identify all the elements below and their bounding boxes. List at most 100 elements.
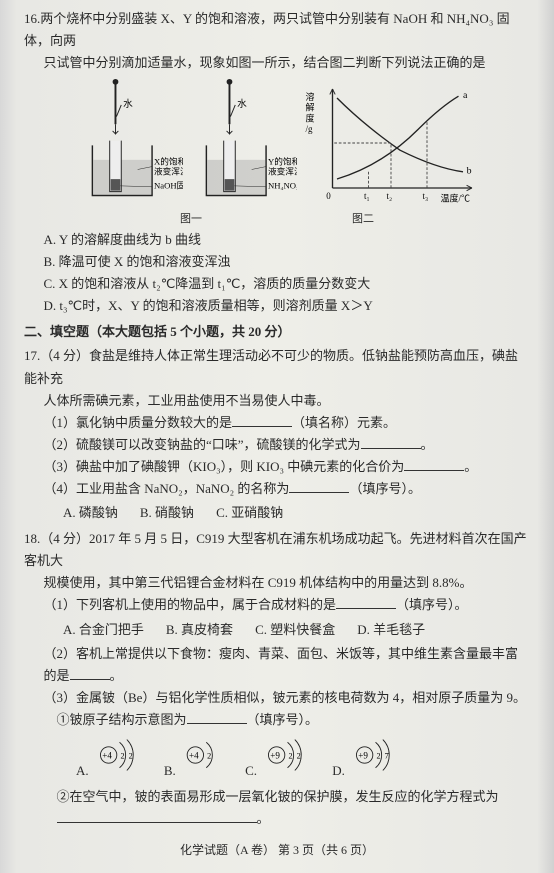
q18-p3b: ①铍原子结构示意图为: [57, 712, 187, 727]
q18-atomC: C.: [245, 763, 257, 778]
question-17: 17.（4 分）食盐是维持人体正常生理活动必不可少的物质。低钠盐能预防高血压，碘…: [24, 345, 530, 524]
figure-row: 水 X的饱和溶 液变浑浊 NaOH固体 水: [24, 78, 530, 208]
q17-optA: A. 磷酸钠: [63, 502, 118, 524]
page-footer: 化学试题（A 卷） 第 3 页（共 6 页）: [24, 840, 530, 860]
fig1-label: 图一: [180, 210, 202, 229]
q17-p2: （2）硫酸镁可以改变钠盐的“口味”，硫酸镁的化学式为: [44, 437, 361, 452]
y-label1: Y的饱和溶: [268, 156, 297, 167]
blank: [57, 810, 257, 823]
atom-d: D. +9 2 7: [332, 735, 394, 782]
atom-a: A. +4 2 2: [76, 735, 138, 782]
svg-text:+9: +9: [358, 751, 368, 761]
q18-optA: A. 合金门把手: [63, 619, 144, 641]
q18-atomB: B.: [164, 763, 176, 778]
q16-stem1: 两个烧杯中分别盛装 X、Y 的饱和溶液，两只试管中分别装有 NaOH 和 NH₄…: [24, 11, 510, 48]
q17-stem2: 人体所需碘元素，工业用盐使用不当易使人中毒。: [24, 390, 530, 412]
q18-options: A. 合金门把手 B. 真皮椅套 C. 塑料快餐盒 D. 羊毛毯子: [24, 619, 530, 641]
q18-number: 18.（4 分）: [24, 531, 89, 546]
section-2-header: 二、填空题（本大题包括 5 个小题，共 20 分）: [24, 321, 530, 343]
svg-text:7: 7: [385, 752, 389, 761]
chart-ylabel1: 溶: [306, 91, 315, 102]
q17-optB: B. 硝酸钠: [140, 502, 194, 524]
chart-origin: 0: [326, 191, 331, 201]
atom-d-svg: +9 2 7: [348, 735, 394, 775]
exam-page: 16.两个烧杯中分别盛装 X、Y 的饱和溶液，两只试管中分别装有 NaOH 和 …: [0, 0, 554, 873]
svg-text:2: 2: [289, 752, 293, 761]
atom-options: A. +4 2 2 B. +4 2: [24, 735, 530, 782]
beaker-x-diagram: 水 X的饱和溶 液变浑浊 NaOH固体: [73, 78, 183, 208]
q17-options: A. 磷酸钠 B. 硝酸钠 C. 亚硝酸钠: [24, 502, 530, 524]
q17-optC: C. 亚硝酸钠: [216, 502, 283, 524]
blank: [232, 414, 292, 427]
curve-b-label: b: [467, 166, 472, 177]
blank: [70, 667, 110, 680]
chart-t3: t₃: [423, 191, 429, 201]
q18-p3c: ②在空气中，铍的表面易形成一层氧化铍的保护膜，发生反应的化学方程式为: [57, 789, 499, 804]
atom-b-svg: +4 2: [179, 735, 219, 775]
naoh-label: NaOH固体: [154, 180, 183, 191]
q16-optB: B. 降温可使 X 的饱和溶液变浑浊: [24, 251, 530, 273]
blank: [187, 711, 247, 724]
atom-c: C. +9 2 2: [245, 735, 306, 782]
q18-stem2: 规模使用，其中第三代铝锂合金材料在 C919 机体结构中的用量达到 8.8%。: [24, 572, 530, 594]
atom-a-svg: +4 2 2: [92, 735, 138, 775]
svg-text:2: 2: [377, 752, 381, 761]
blank: [289, 480, 349, 493]
nh4no3-label: NH₄NO₃固体: [268, 180, 297, 191]
q18-stem1: 2017 年 5 月 5 日，C919 大型客机在浦东机场成功起飞。先进材料首次…: [24, 531, 527, 568]
curve-b: [337, 98, 463, 172]
q16-optA: A. Y 的溶解度曲线为 b 曲线: [24, 229, 530, 251]
question-16: 16.两个烧杯中分别盛装 X、Y 的饱和溶液，两只试管中分别装有 NaOH 和 …: [24, 8, 530, 317]
svg-text:2: 2: [129, 752, 133, 761]
atom-b: B. +4 2: [164, 735, 219, 782]
q16-optC: C. X 的饱和溶液从 t₂℃降温到 t₁℃，溶质的质量分数变大: [24, 273, 530, 295]
chart-t2: t₂: [387, 191, 393, 201]
x-label1: X的饱和溶: [154, 156, 183, 167]
q18-p2: （2）客机上常提供以下食物：瘦肉、青菜、面包、米饭等，其中维生素含量最丰富的是: [44, 646, 519, 683]
blank: [336, 596, 396, 609]
figure-labels: 图一 图二: [24, 210, 530, 229]
q17-p4-hint: （填序号）。: [349, 481, 421, 496]
q18-atomD: D.: [332, 763, 345, 778]
chart-ylabel2: 解: [306, 102, 315, 113]
svg-text:+4: +4: [189, 751, 199, 761]
q17-p1: （1）氯化钠中质量分数较大的是: [44, 415, 233, 430]
q18-atomA: A.: [76, 763, 89, 778]
water-label-right: 水: [237, 98, 247, 110]
q16-stem2: 只试管中分别滴加适量水，现象如图一所示，结合图二判断下列说法正确的是: [24, 52, 530, 74]
blank: [404, 458, 464, 471]
q18-p3b-hint: （填序号）。: [247, 712, 319, 727]
q18-optC: C. 塑料快餐盒: [255, 619, 335, 641]
solubility-chart: 溶 解 度 /g 温度/℃ 0 a b t₁ t₂ t₃: [301, 78, 481, 208]
fig2-label: 图二: [352, 210, 374, 229]
blank: [361, 436, 421, 449]
water-label-left: 水: [123, 98, 133, 110]
svg-text:2: 2: [207, 752, 211, 761]
atom-c-svg: +9 2 2: [260, 735, 306, 775]
q17-p3a: （3）碘盐中加了碘酸钾（KIO₃），则 KIO₃ 中碘元素的化合价为: [44, 459, 405, 474]
q18-p1-hint: （填序号）。: [396, 597, 468, 612]
q17-stem1: 食盐是维持人体正常生理活动必不可少的物质。低钠盐能预防高血压，碘盐能补充: [24, 348, 518, 385]
question-18: 18.（4 分）2017 年 5 月 5 日，C919 大型客机在浦东机场成功起…: [24, 528, 530, 830]
q18-optD: D. 羊毛毯子: [357, 619, 425, 641]
svg-text:+9: +9: [271, 751, 281, 761]
q16-optD: D. t₃℃时，X、Y 的饱和溶液质量相等，则溶剂质量 X＞Y: [24, 295, 530, 317]
q17-p4: （4）工业用盐含 NaNO₂，NaNO₂ 的名称为: [44, 481, 290, 496]
chart-ylabel4: /g: [306, 124, 314, 134]
chart-xlabel: 温度/℃: [441, 193, 471, 204]
svg-text:+4: +4: [102, 751, 112, 761]
svg-text:2: 2: [120, 752, 124, 761]
y-label2: 液变浑浊: [268, 166, 297, 177]
q17-number: 17.（4 分）: [24, 348, 89, 363]
q18-p1: （1）下列客机上使用的物品中，属于合成材料的是: [44, 597, 337, 612]
q18-optB: B. 真皮椅套: [166, 619, 233, 641]
curve-a-label: a: [463, 90, 468, 101]
q17-p1-hint: （填名称）元素。: [292, 415, 396, 430]
chart-t1: t₁: [364, 191, 370, 201]
svg-text:2: 2: [297, 752, 301, 761]
beaker-y-diagram: 水 Y的饱和溶 液变浑浊 NH₄NO₃固体: [187, 78, 297, 208]
q16-number: 16.: [24, 11, 40, 26]
chart-ylabel3: 度: [306, 113, 315, 124]
q18-p3a: （3）金属铍（Be）与铝化学性质相似，铍元素的核电荷数为 4，相对原子质量为 9…: [24, 687, 530, 709]
x-label2: 液变浑浊: [154, 166, 183, 177]
